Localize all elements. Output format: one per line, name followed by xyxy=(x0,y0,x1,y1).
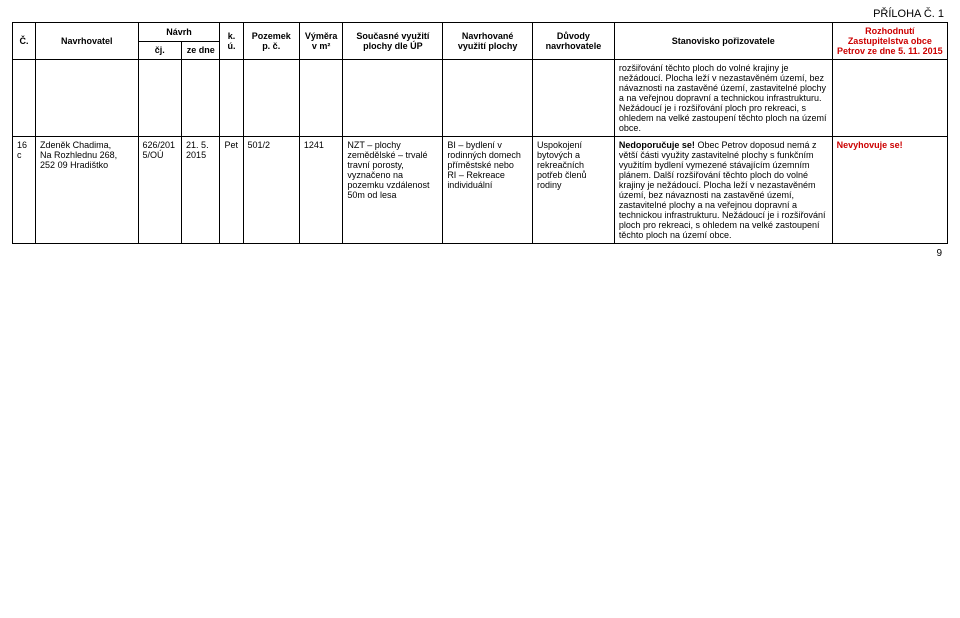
hdr-area: Výměra v m² xyxy=(299,23,343,60)
main-table: Č. Navrhovatel Návrh k. ú. Pozemek p. č.… xyxy=(12,22,948,244)
cell-reasons: Uspokojení bytových a rekreačních potřeb… xyxy=(532,137,614,244)
hdr-parcel: Pozemek p. č. xyxy=(243,23,299,60)
cell-empty xyxy=(243,60,299,137)
cell-decision: Nevyhovuje se! xyxy=(832,137,947,244)
hdr-ref: čj. xyxy=(138,41,182,60)
hdr-number: Č. xyxy=(13,23,36,60)
cell-empty xyxy=(36,60,138,137)
hdr-proposer: Navrhovatel xyxy=(36,23,138,60)
cell-empty xyxy=(832,60,947,137)
cell-date: 21. 5. 2015 xyxy=(182,137,220,244)
cell-empty xyxy=(443,60,533,137)
hdr-ku: k. ú. xyxy=(220,23,243,60)
cell-ref: 626/2015/OÚ xyxy=(138,137,182,244)
hdr-date: ze dne xyxy=(182,41,220,60)
statement-bold: Nedoporučuje se! xyxy=(619,140,695,150)
cell-statement-cont: rozšiřování těchto ploch do volné krajin… xyxy=(614,60,832,137)
table-row: rozšiřování těchto ploch do volné krajin… xyxy=(13,60,948,137)
cell-empty xyxy=(138,60,182,137)
header-row-1: Č. Navrhovatel Návrh k. ú. Pozemek p. č.… xyxy=(13,23,948,42)
cell-number: 16 c xyxy=(13,137,36,244)
cell-parcel: 501/2 xyxy=(243,137,299,244)
appendix-label: PŘÍLOHA Č. 1 xyxy=(12,8,948,20)
cell-proposer: Zdeněk Chadima, Na Rozhlednu 268, 252 09… xyxy=(36,137,138,244)
table-row: 16 c Zdeněk Chadima, Na Rozhlednu 268, 2… xyxy=(13,137,948,244)
hdr-decision: Rozhodnutí Zastupitelstva obce Petrov ze… xyxy=(832,23,947,60)
cell-empty xyxy=(343,60,443,137)
hdr-proposed-use: Navrhované využití plochy xyxy=(443,23,533,60)
cell-empty xyxy=(182,60,220,137)
hdr-reasons: Důvody navrhovatele xyxy=(532,23,614,60)
cell-empty xyxy=(299,60,343,137)
hdr-proposal: Návrh xyxy=(138,23,220,42)
hdr-current-use: Současné využití plochy dle ÚP xyxy=(343,23,443,60)
cell-ku: Pet xyxy=(220,137,243,244)
hdr-statement: Stanovisko pořizovatele xyxy=(614,23,832,60)
cell-area: 1241 xyxy=(299,137,343,244)
cell-statement: Nedoporučuje se! Obec Petrov doposud nem… xyxy=(614,137,832,244)
cell-current-use: NZT – plochy zemědělské – trvalé travní … xyxy=(343,137,443,244)
cell-proposed-use: BI – bydlení v rodinných domech příměsts… xyxy=(443,137,533,244)
cell-empty xyxy=(220,60,243,137)
statement-rest: Obec Petrov doposud nemá z větší části v… xyxy=(619,140,826,240)
page-number: 9 xyxy=(12,248,948,259)
cell-empty xyxy=(13,60,36,137)
cell-empty xyxy=(532,60,614,137)
